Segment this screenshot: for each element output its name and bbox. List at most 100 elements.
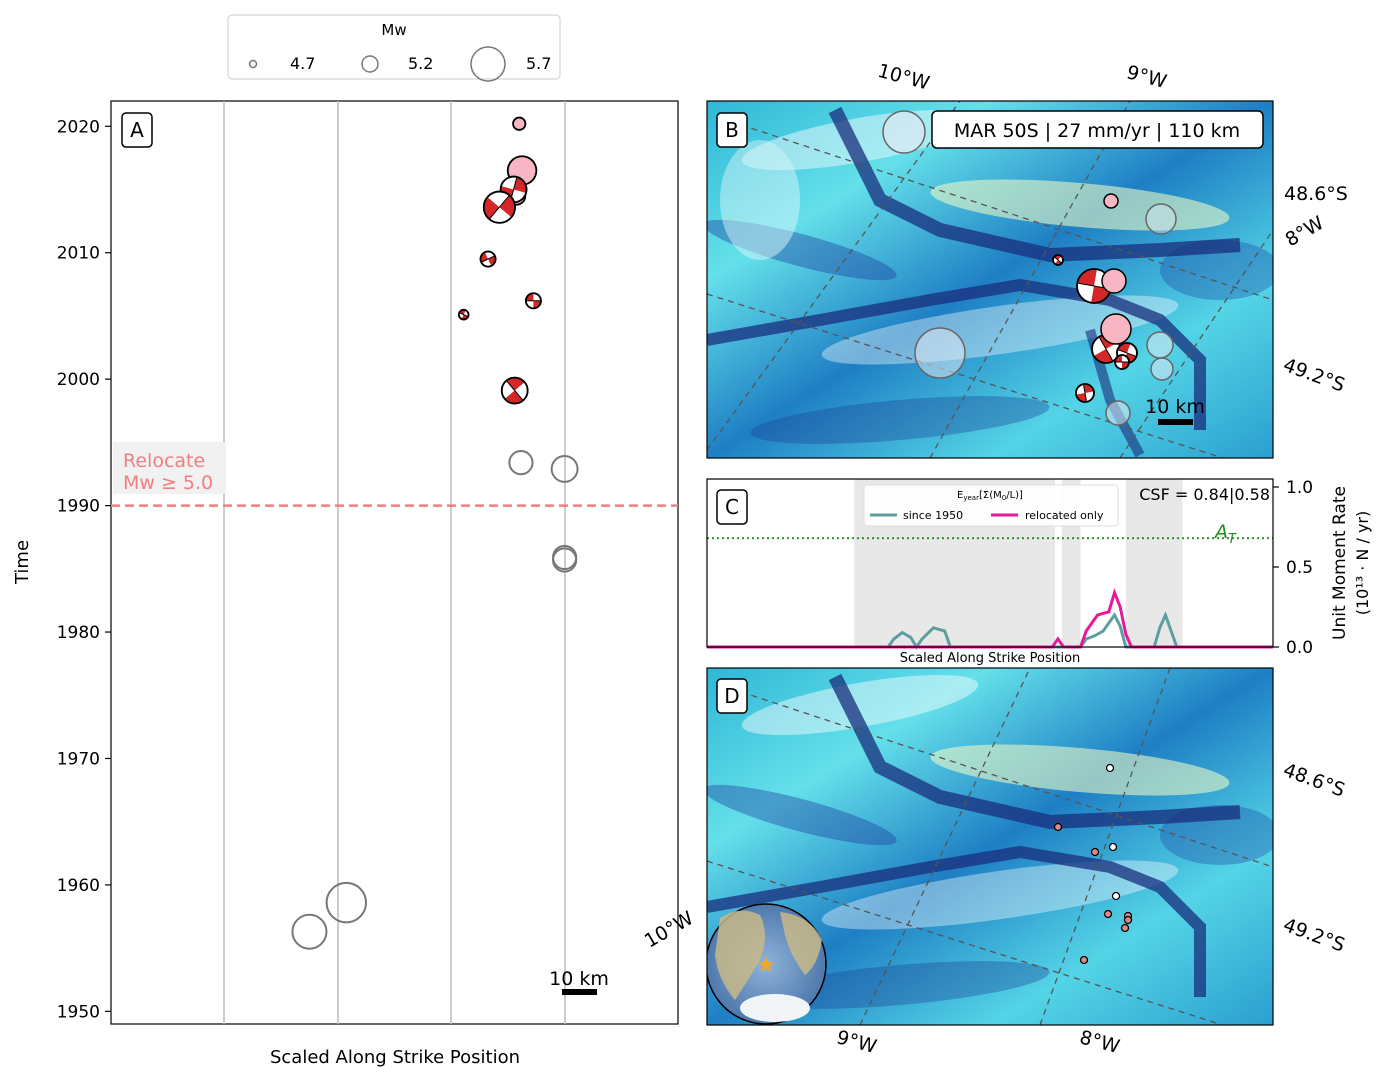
panel-b-scalebar-label: 10 km	[1145, 396, 1205, 418]
ytick-label: 1970	[57, 749, 100, 769]
globe-inset: ★	[707, 903, 827, 1025]
panel-d-lon-label-9w: 9°W	[834, 1026, 879, 1058]
panel-c-letter-box	[716, 489, 748, 525]
relocate-label-line1: Relocate	[123, 450, 205, 472]
panel-b-title-box	[931, 110, 1264, 149]
legend-since-1950: since 1950	[903, 509, 963, 522]
ytick-label: 1980	[57, 623, 100, 643]
legend-title: Mw	[381, 21, 406, 39]
map-event-dot	[1079, 955, 1089, 965]
panel-d-lat-label-492: 49.2°S	[1280, 914, 1348, 957]
event-mech	[500, 376, 529, 405]
panel-a-scalebar	[562, 989, 597, 995]
ytick-label: 1960	[57, 876, 100, 896]
panel-b-lat-label-486: 48.6°S	[1284, 183, 1348, 205]
ytick-label: 2000	[57, 370, 100, 390]
event-prior	[550, 454, 579, 483]
series-relocated-only	[707, 587, 1273, 649]
panel-c-frame	[706, 478, 1274, 648]
gray-band	[1125, 479, 1183, 647]
panel-c-ylabel-line1: Unit Moment Rate	[1330, 486, 1350, 640]
legend-circle-large	[470, 46, 506, 82]
legend-label-medium: 5.2	[408, 54, 433, 73]
map-mechanism	[1114, 354, 1130, 370]
ytick-label: 0.0	[1286, 638, 1313, 658]
panel-b-frame	[706, 100, 1274, 459]
panel-c-letter: C	[725, 495, 739, 519]
panel-a: 1950 1960 1970 1980 1990 2000 2010 2020 Time Sc…	[12, 100, 679, 1068]
map-event-dot	[1108, 842, 1118, 852]
event-mech	[482, 190, 516, 224]
panel-c-ylabel-line2: (10¹³ · N / yr)	[1353, 511, 1372, 616]
map-event-dot	[1053, 822, 1063, 832]
panel-b-letter: B	[725, 118, 739, 142]
ytick-label: 1.0	[1286, 478, 1313, 498]
event-prior	[325, 881, 368, 924]
legend-circle-medium	[361, 55, 379, 73]
ytick-label: 0.5	[1286, 558, 1313, 578]
map-event-dot	[1105, 763, 1115, 773]
panel-d-events	[1053, 763, 1133, 965]
map-event-dot	[1123, 915, 1133, 925]
event-prior	[291, 913, 328, 950]
panel-a-frame	[110, 100, 679, 1025]
panel-c-xlabel: Scaled Along Strike Position	[900, 651, 1081, 666]
panel-a-scalebar-label: 10 km	[549, 968, 609, 990]
relocate-label-line2: Mw ≥ 5.0	[123, 472, 213, 494]
size-legend: Mw 4.7 5.2 5.7	[227, 14, 561, 82]
panel-a-ylabel: Time	[12, 540, 33, 585]
panel-b-graticule	[707, 101, 1273, 458]
legend-circle-small	[248, 59, 258, 69]
panel-b-scalebar	[1158, 419, 1193, 425]
panel-b-lon-label-10w: 10°W	[875, 60, 932, 95]
panel-a-gridlines	[223, 101, 566, 1024]
event-pink	[512, 116, 527, 131]
event-mech	[524, 292, 542, 310]
panel-d: ★ D 48.6°S 49.2°S 10°W 9°W 8°W	[641, 667, 1348, 1058]
map-mechanism	[1052, 254, 1064, 266]
event-prior	[508, 450, 534, 476]
map-event-dot	[1120, 923, 1130, 933]
legend-label-large: 5.7	[526, 54, 551, 73]
panel-a-letter: A	[130, 118, 144, 142]
series-since-1950	[886, 610, 1179, 650]
map-event-dot	[1090, 847, 1100, 857]
ytick-label: 2020	[57, 117, 100, 137]
panel-b-lat-label-492: 49.2°S	[1280, 354, 1348, 397]
csf-label: CSF = 0.84|0.58	[1139, 485, 1270, 504]
panel-b-lon-label-8w: 8°W	[1282, 212, 1328, 251]
panel-d-letter-box	[716, 678, 748, 714]
panel-b-lon-label-9w: 9°W	[1124, 61, 1169, 93]
map-mechanism	[1075, 383, 1095, 403]
panel-a-yticks: 1950 1960 1970 1980 1990 2000 2010 2020	[57, 117, 111, 1022]
panel-a-events	[291, 116, 579, 950]
event-mech	[457, 308, 470, 321]
map-event-dot	[1103, 909, 1113, 919]
panel-d-lon-label-8w: 8°W	[1077, 1026, 1122, 1058]
panel-a-xlabel: Scaled Along Strike Position	[270, 1047, 520, 1068]
panel-b: 10 km B MAR 50S | 27 mm/yr | 110 km 10°W…	[706, 60, 1348, 459]
panel-c-legend: Eyear[Σ(M0/L)] since 1950 relocated only	[863, 484, 1119, 527]
event-mech	[479, 250, 497, 268]
legend-label-small: 4.7	[290, 54, 315, 73]
legend-relocated-only: relocated only	[1025, 509, 1104, 522]
panel-b-map: 10 km	[707, 101, 1273, 458]
ytick-label: 1950	[57, 1002, 100, 1022]
panel-d-lat-label-486: 48.6°S	[1280, 759, 1348, 802]
ytick-label: 1990	[57, 497, 100, 517]
panel-d-frame	[706, 667, 1274, 1026]
panel-b-title: MAR 50S | 27 mm/yr | 110 km	[954, 120, 1240, 142]
panel-d-letter: D	[724, 684, 739, 708]
panel-c: AT C Eyear[Σ(M0/L)] since 1950 relocated…	[706, 478, 1372, 666]
location-star-icon: ★	[756, 953, 776, 978]
panel-b-letter-box	[716, 112, 748, 148]
event-prior	[552, 544, 578, 571]
panel-c-yticks: 0.0 0.5 1.0	[1273, 478, 1313, 658]
ytick-label: 2010	[57, 244, 100, 264]
relocate-label-box	[113, 442, 226, 494]
panel-a-letter-box	[121, 112, 153, 148]
threshold-label: AT	[1213, 521, 1237, 547]
panel-d-map: ★	[707, 668, 1273, 1025]
map-event-dot	[1111, 891, 1121, 901]
